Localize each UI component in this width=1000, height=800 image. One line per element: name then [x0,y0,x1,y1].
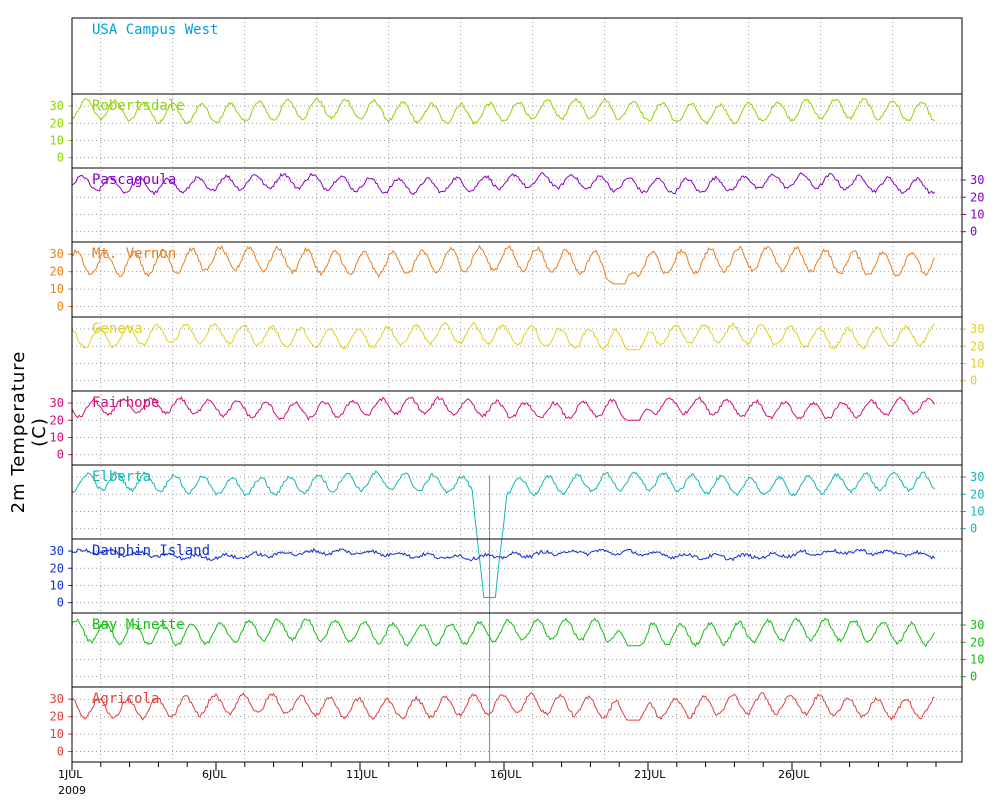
y-tick-label: 20 [970,487,984,501]
panel-label-dauphin-island: Dauphin Island [92,543,210,559]
panel-label-bay-minette: Bay Minette [92,617,185,633]
panel-label-elberta: Elberta [92,469,151,485]
x-tick-label: 6JUL [202,768,227,781]
x-year-label: 2009 [58,784,86,797]
y-tick-label: 0 [57,151,64,165]
series-line-fairhope [71,395,936,421]
y-tick-label: 0 [970,374,977,388]
y-tick-label: 10 [50,727,64,741]
y-tick-label: 30 [50,247,64,261]
y-tick-label: 0 [57,448,64,462]
y-tick-label: 10 [50,282,64,296]
y-tick-label: 20 [50,710,64,724]
panel-label-fairhope: Fairhope [92,395,159,411]
y-tick-label: 0 [57,596,64,610]
y-tick-label: 30 [970,173,984,187]
y-tick-label: 10 [50,578,64,592]
y-tick-label: 0 [970,225,977,239]
panel-label-usa-campus-west: USA Campus West [92,22,218,38]
y-axis-label: 2m Temperature (C) [8,350,50,514]
x-tick-label: 1JUL [58,768,83,781]
y-tick-label: 30 [50,544,64,558]
y-tick-label: 20 [50,116,64,130]
panel-label-mt-vernon: Mt. Vernon [92,246,176,262]
y-tick-label: 20 [970,190,984,204]
x-tick-label: 26JUL [778,768,810,781]
y-tick-label: 10 [970,207,984,221]
series-line-bay-minette [71,617,935,648]
series-line-elberta [71,470,936,598]
y-tick-label: 20 [50,265,64,279]
x-tick-label: 21JUL [634,768,666,781]
y-tick-label: 0 [970,670,977,684]
y-tick-label: 10 [50,430,64,444]
series-line-agricola [71,691,935,722]
y-tick-label: 20 [970,635,984,649]
y-tick-label: 30 [970,322,984,336]
y-tick-label: 10 [970,356,984,370]
y-tick-label: 0 [970,522,977,536]
y-tick-label: 30 [50,396,64,410]
series-line-geneva [71,321,935,351]
y-tick-label: 20 [970,339,984,353]
y-tick-label: 20 [50,413,64,427]
y-tick-label: 10 [970,652,984,666]
panel-label-agricola: Agricola [92,691,159,707]
panel-label-robertsdale: Robertsdale [92,98,185,114]
y-tick-label: 30 [50,99,64,113]
y-tick-label: 10 [970,504,984,518]
x-tick-label: 11JUL [346,768,378,781]
y-tick-label: 0 [57,300,64,314]
y-tick-label: 30 [970,618,984,632]
panel-label-geneva: Geneva [92,321,143,337]
plot-frame [71,17,963,763]
y-tick-label: 30 [50,692,64,706]
y-tick-label: 0 [57,745,64,759]
series-line-pascagoula [71,172,935,196]
y-tick-label: 30 [970,470,984,484]
x-tick-label: 16JUL [490,768,522,781]
panel-label-pascagoula: Pascagoula [92,172,176,188]
series-line-mt-vernon [71,244,936,285]
y-tick-label: 20 [50,561,64,575]
series-line-dauphin-island [71,547,936,562]
y-tick-label: 10 [50,133,64,147]
series-line-robertsdale [71,96,935,126]
